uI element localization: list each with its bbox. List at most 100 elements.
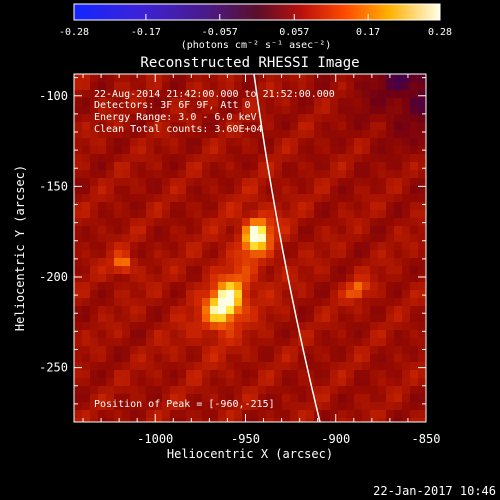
heatmap-cell	[162, 346, 170, 354]
heatmap-cell	[306, 394, 314, 402]
heatmap-cell	[82, 186, 90, 194]
heatmap-cell	[354, 410, 362, 418]
heatmap-cell	[418, 258, 426, 266]
heatmap-cell	[418, 282, 426, 290]
heatmap-cell	[186, 362, 194, 370]
heatmap-cell	[282, 418, 290, 422]
heatmap-cell	[186, 194, 194, 202]
heatmap-cell	[386, 386, 394, 394]
heatmap-cell	[138, 202, 146, 210]
heatmap-cell	[362, 234, 370, 242]
heatmap-cell	[362, 210, 370, 218]
heatmap-cell	[170, 274, 178, 282]
colorbar-tick-label: -0.17	[131, 27, 161, 38]
heatmap-cell	[338, 330, 346, 338]
heatmap-cell	[114, 338, 122, 346]
heatmap-cell	[354, 194, 362, 202]
heatmap-cell	[306, 346, 314, 354]
heatmap-cell	[186, 234, 194, 242]
heatmap-cell	[258, 106, 266, 114]
heatmap-cell	[178, 314, 186, 322]
heatmap-cell	[74, 250, 82, 258]
heatmap-cell	[346, 298, 354, 306]
heatmap-cell	[378, 354, 386, 362]
heatmap-cell	[410, 418, 418, 422]
heatmap-cells	[74, 74, 426, 422]
heatmap-cell	[338, 130, 346, 138]
heatmap-cell	[338, 170, 346, 178]
heatmap-cell	[82, 154, 90, 162]
heatmap-cell	[346, 154, 354, 162]
heatmap-cell	[290, 250, 298, 258]
heatmap-cell	[250, 82, 258, 90]
heatmap-cell	[114, 234, 122, 242]
heatmap-cell	[402, 386, 410, 394]
heatmap-cell	[338, 186, 346, 194]
heatmap-cell	[210, 114, 218, 122]
heatmap-cell	[114, 138, 122, 146]
heatmap-cell	[82, 386, 90, 394]
heatmap-cell	[210, 194, 218, 202]
heatmap-cell	[186, 74, 194, 82]
heatmap-cell	[106, 290, 114, 298]
heatmap-cell	[314, 402, 322, 410]
heatmap-cell	[98, 306, 106, 314]
heatmap-cell	[162, 306, 170, 314]
heatmap-cell	[242, 234, 250, 242]
heatmap-cell	[378, 370, 386, 378]
heatmap-cell	[394, 330, 402, 338]
heatmap-cell	[170, 394, 178, 402]
heatmap-cell	[210, 394, 218, 402]
heatmap-cell	[130, 322, 138, 330]
heatmap-cell	[306, 210, 314, 218]
heatmap-cell	[410, 226, 418, 234]
heatmap-cell	[314, 122, 322, 130]
heatmap-cell	[82, 346, 90, 354]
heatmap-cell	[354, 154, 362, 162]
heatmap-cell	[82, 218, 90, 226]
heatmap-cell	[138, 90, 146, 98]
heatmap-cell	[226, 98, 234, 106]
heatmap-cell	[122, 234, 130, 242]
heatmap-cell	[330, 74, 338, 82]
heatmap-cell	[330, 218, 338, 226]
heatmap-cell	[306, 162, 314, 170]
heatmap-cell	[234, 250, 242, 258]
heatmap-cell	[378, 218, 386, 226]
heatmap-cell	[170, 338, 178, 346]
heatmap-cell	[410, 282, 418, 290]
heatmap-cell	[234, 322, 242, 330]
heatmap-cell	[250, 146, 258, 154]
heatmap-cell	[386, 298, 394, 306]
heatmap-cell	[330, 162, 338, 170]
heatmap-cell	[114, 410, 122, 418]
heatmap-cell	[282, 202, 290, 210]
heatmap-cell	[242, 346, 250, 354]
heatmap-cell	[410, 218, 418, 226]
heatmap-cell	[226, 130, 234, 138]
heatmap-cell	[90, 338, 98, 346]
heatmap-cell	[98, 394, 106, 402]
heatmap-cell	[322, 410, 330, 418]
heatmap-cell	[394, 282, 402, 290]
heatmap-cell	[210, 250, 218, 258]
heatmap-cell	[330, 98, 338, 106]
heatmap-cell	[410, 298, 418, 306]
heatmap-cell	[170, 162, 178, 170]
heatmap-cell	[402, 274, 410, 282]
heatmap-cell	[178, 218, 186, 226]
heatmap-cell	[98, 74, 106, 82]
heatmap-cell	[258, 146, 266, 154]
heatmap-cell	[402, 146, 410, 154]
heatmap-cell	[402, 418, 410, 422]
x-axis-tick-labels: -1000 -950 -900 -850	[137, 432, 440, 446]
heatmap-cell	[418, 90, 426, 98]
heatmap-cell	[362, 298, 370, 306]
heatmap-cell	[362, 74, 370, 82]
heatmap-cell	[130, 314, 138, 322]
heatmap-cell	[402, 210, 410, 218]
heatmap-cell	[386, 154, 394, 162]
heatmap-cell	[122, 90, 130, 98]
heatmap-cell	[130, 338, 138, 346]
heatmap-cell	[106, 138, 114, 146]
